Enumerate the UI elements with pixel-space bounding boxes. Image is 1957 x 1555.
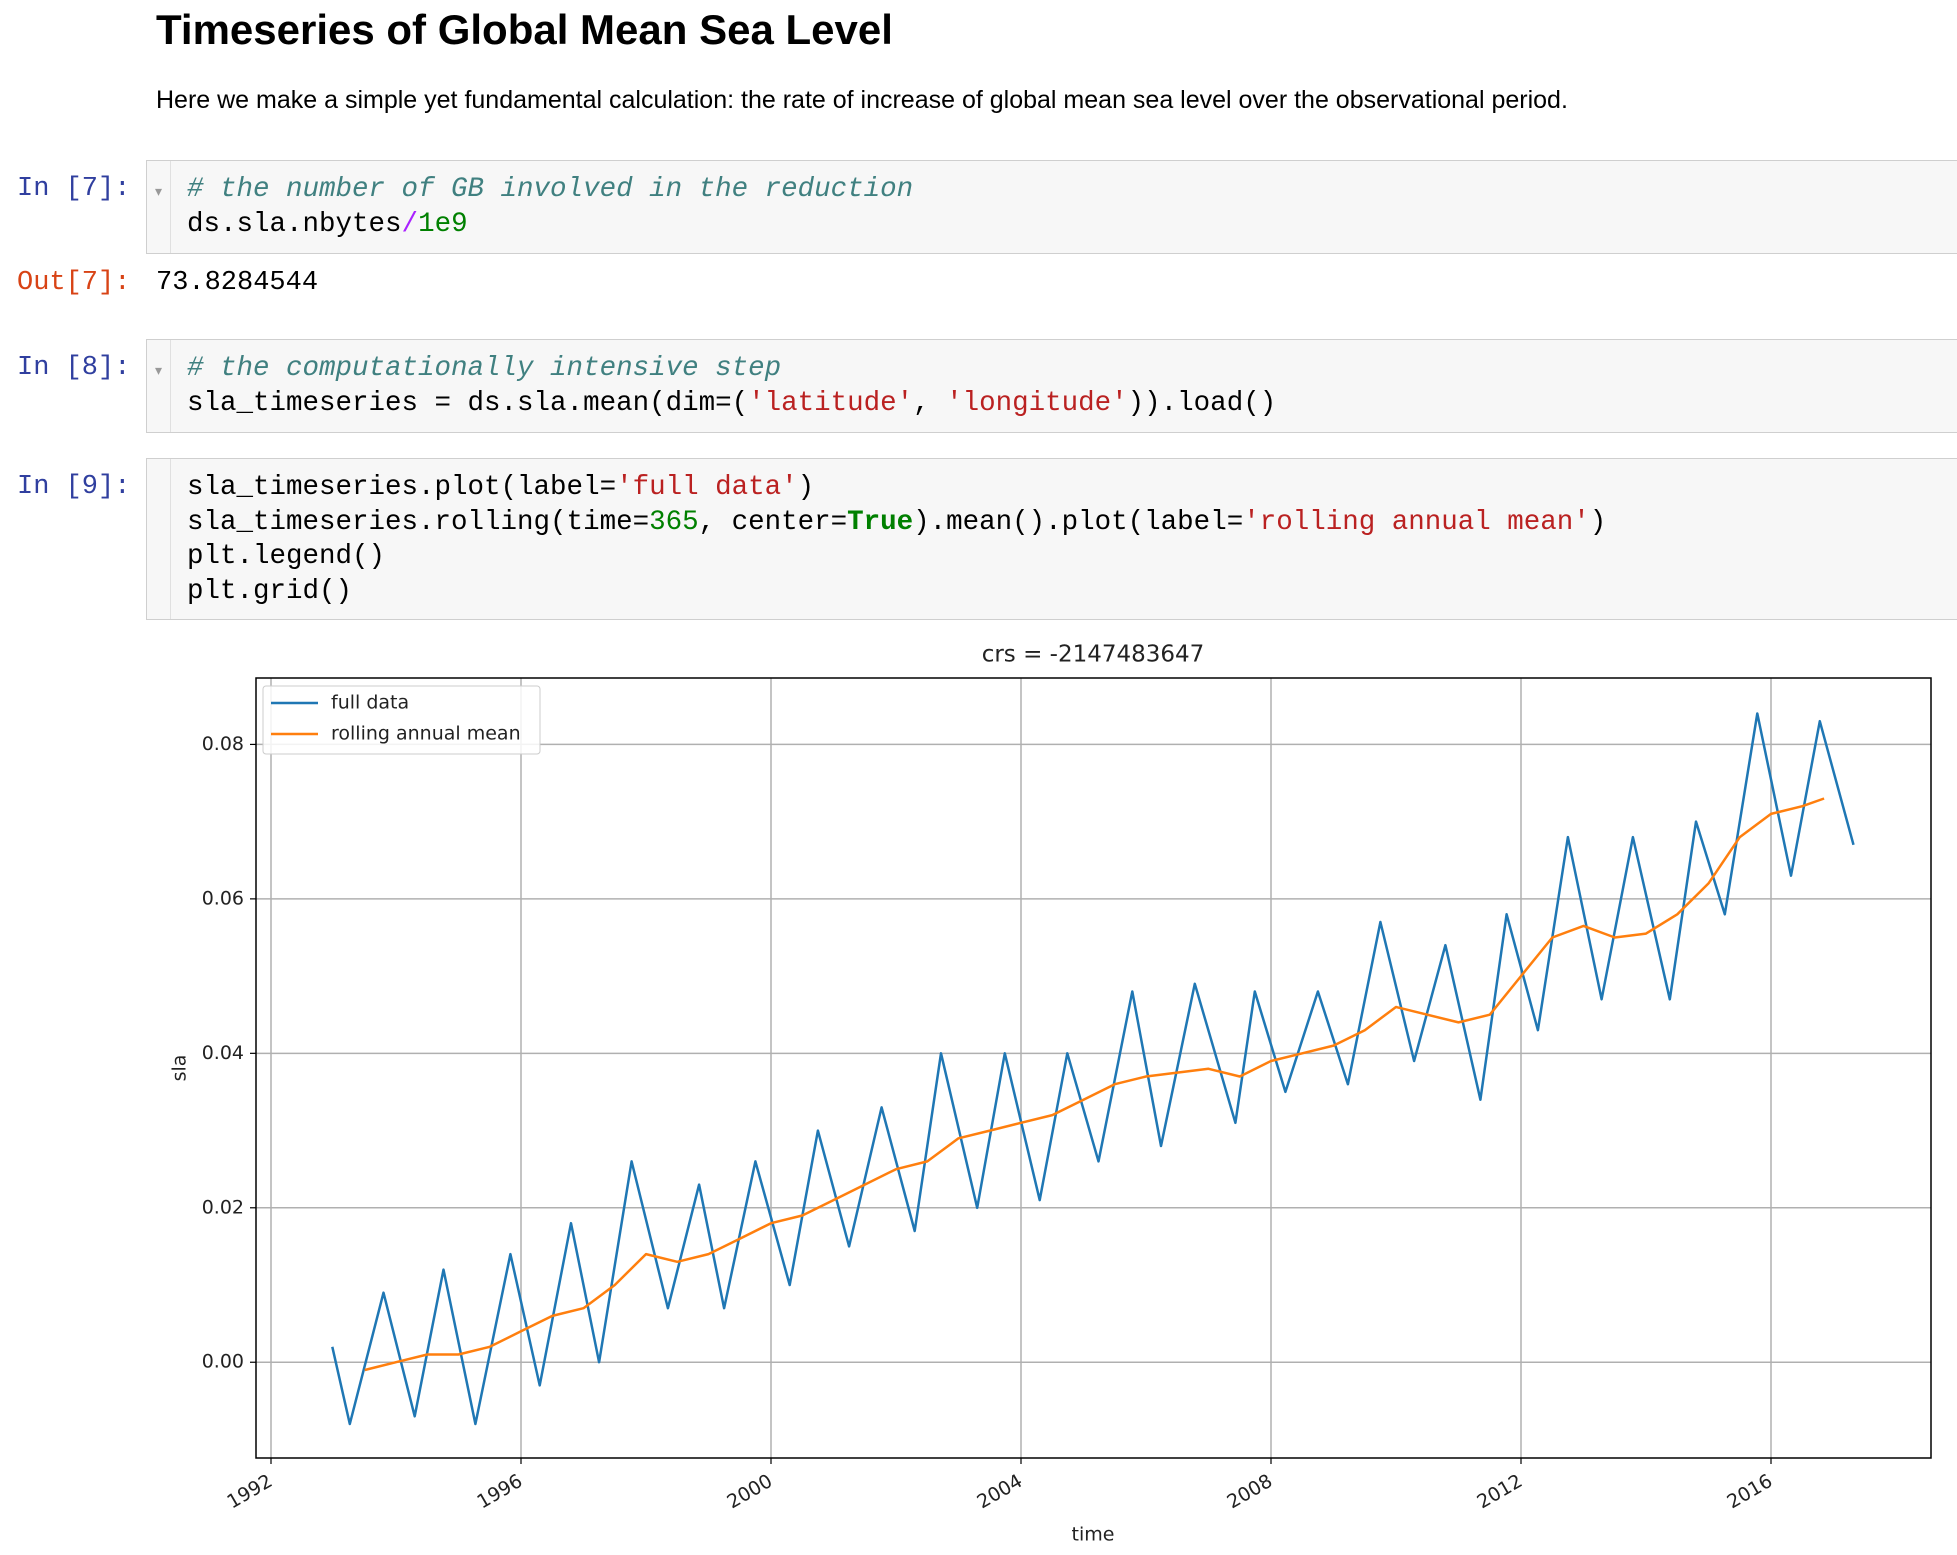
code-cell: ▾ # the number of GB involved in the redu… [146,160,1957,254]
code-token: 'rolling annual mean' [1243,506,1590,538]
x-tick-label: 1996 [473,1470,526,1513]
gutter [147,459,171,619]
code-line: ds.sla.nbytes/1e9 [187,208,913,243]
code-token: ) [797,472,815,503]
prompt: Out[7]: [17,268,131,298]
code-token: ds.sla.nbytes [187,208,402,240]
y-tick-label: 0.04 [202,1042,244,1064]
gutter: ▾ [147,340,171,432]
code-line: sla_timeseries.rolling(time=365, center=… [187,506,1606,541]
prompt: In [9]: [17,472,131,502]
y-tick-label: 0.02 [202,1196,244,1218]
code: # the computationally intensive step sla_… [187,352,1276,421]
code-cell: ▾ # the computationally intensive step sla… [146,339,1957,433]
x-tick-label: 2000 [723,1470,776,1513]
code-token: 365 [649,506,699,538]
legend-box [262,685,541,755]
heading: Timeseries of Global Mean Sea Level [156,6,893,53]
y-tick-label: 0.08 [202,733,244,755]
code-token: 'latitude' [748,387,914,419]
code-token: sla_timeseries.plot(label= [187,472,617,503]
chart: crs = -2147483647 time sla 0.00 0.02 0.04 0… [169,642,1932,1546]
code-line: plt.legend() [187,540,1606,575]
chart-title: crs = -2147483647 [982,642,1205,668]
code-token: / [401,208,419,240]
output: 73.8284544 [156,268,319,298]
series-line [364,797,1825,1372]
x-tick-label: 2012 [1473,1470,1526,1513]
x-tick-label: 2004 [973,1470,1026,1513]
code-line: # the number of GB involved in the reduc… [187,173,913,208]
code-token: True [847,506,914,538]
x-tick-label: 2016 [1723,1470,1776,1513]
prompt: In [7]: [17,174,131,204]
series-line [331,712,1855,1426]
code-token: sla_timeseries = ds.sla.mean(dim=( [187,387,749,419]
gutter: ▾ [147,161,171,253]
y-axis-label: sla [169,1055,191,1082]
code: # the number of GB involved in the reduc… [187,173,913,242]
legend-label: rolling annual mean [331,723,521,745]
code-token: )).load() [1127,387,1277,419]
x-tick-label: 2008 [1223,1470,1276,1513]
code-token: 'longitude' [946,387,1128,419]
prompt: In [8]: [17,353,131,383]
x-tick-label: 1992 [223,1470,276,1513]
code-token: 'full data' [616,472,798,503]
y-tick-label: 0.00 [202,1351,244,1373]
code-token: , [913,387,947,419]
code-token: , center= [698,506,848,538]
code-line: sla_timeseries.plot(label='full data') [187,471,1606,506]
code-token: 1e9 [418,208,468,240]
code: sla_timeseries.plot(label='full data') sl… [187,471,1606,609]
code-token: sla_timeseries.rolling(time= [187,506,650,538]
code-token: plt.grid() [187,575,353,607]
code-token: # the number of GB involved in the reduc… [187,174,914,205]
paragraph: Here we make a simple yet fundamental ca… [156,86,1568,114]
code-token: ) [1589,506,1607,538]
x-axis-label: time [1072,1524,1115,1546]
code-token: plt.legend() [187,541,386,572]
code-line: # the computationally intensive step [187,352,1276,387]
code-token: ).mean().plot(label= [913,506,1244,538]
code-line: sla_timeseries = ds.sla.mean(dim=('latit… [187,387,1276,422]
code-cell: sla_timeseries.plot(label='full data') sl… [146,458,1957,620]
y-tick-label: 0.06 [202,887,244,909]
legend-label: full data [331,692,409,714]
plot-frame [255,677,1932,1459]
code-line: plt.grid() [187,575,1606,610]
code-token: # the computationally intensive step [187,353,782,384]
